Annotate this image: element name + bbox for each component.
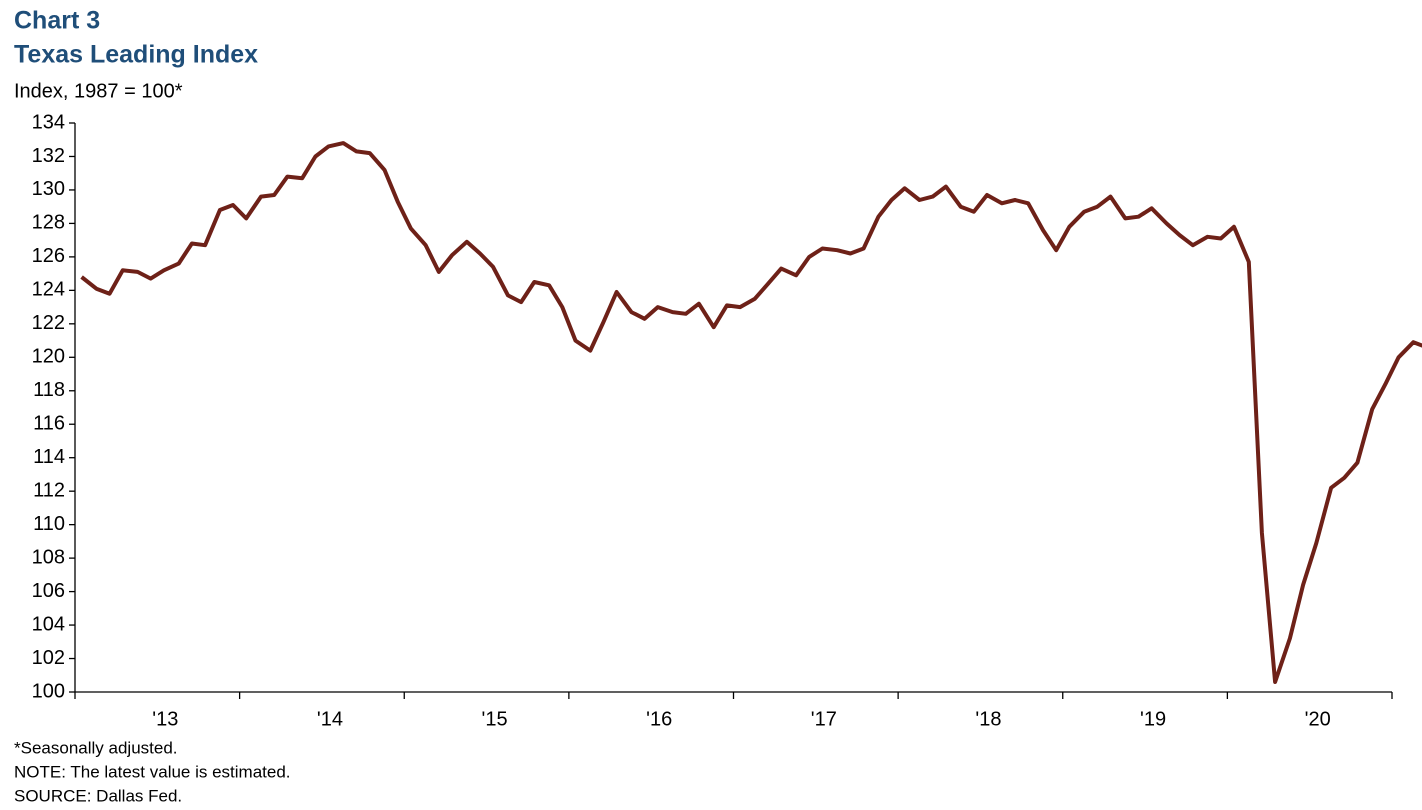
y-tick-label: 120	[32, 346, 65, 368]
x-tick-label: '19	[1140, 708, 1166, 730]
data-line	[80, 141, 1422, 684]
y-tick-label: 116	[33, 413, 65, 435]
y-tick-label: 102	[32, 647, 65, 669]
y-tick-label: 124	[32, 279, 65, 301]
footnote: NOTE: The latest value is estimated.	[14, 762, 291, 781]
y-tick-label: 134	[32, 111, 65, 133]
y-tick-label: 114	[33, 446, 65, 468]
y-tick-label: 110	[33, 513, 65, 535]
y-tick-label: 108	[32, 546, 65, 568]
x-tick-label: '16	[646, 708, 672, 730]
footnote: SOURCE: Dallas Fed.	[14, 786, 182, 805]
y-tick-label: 112	[33, 479, 65, 501]
x-tick-label: '17	[811, 708, 837, 730]
y-tick-label: 132	[32, 145, 65, 167]
x-tick-label: '18	[975, 708, 1001, 730]
y-tick-label: 100	[32, 680, 65, 702]
y-tick-label: 106	[32, 580, 65, 602]
y-axis-label: Index, 1987 = 100*	[14, 80, 183, 102]
x-tick-label: '15	[482, 708, 508, 730]
y-tick-label: 122	[32, 312, 65, 334]
x-tick-label: '14	[317, 708, 343, 730]
x-tick-label: '20	[1305, 708, 1331, 730]
chart-subtitle: Texas Leading Index	[14, 41, 258, 69]
x-tick-label: '13	[152, 708, 178, 730]
y-tick-label: 128	[32, 212, 65, 234]
y-tick-label: 126	[32, 245, 65, 267]
y-tick-label: 118	[33, 379, 65, 401]
chart-title: Chart 3	[14, 7, 100, 35]
footnote: *Seasonally adjusted.	[14, 738, 178, 757]
y-tick-label: 104	[32, 613, 65, 635]
y-tick-label: 130	[32, 178, 65, 200]
